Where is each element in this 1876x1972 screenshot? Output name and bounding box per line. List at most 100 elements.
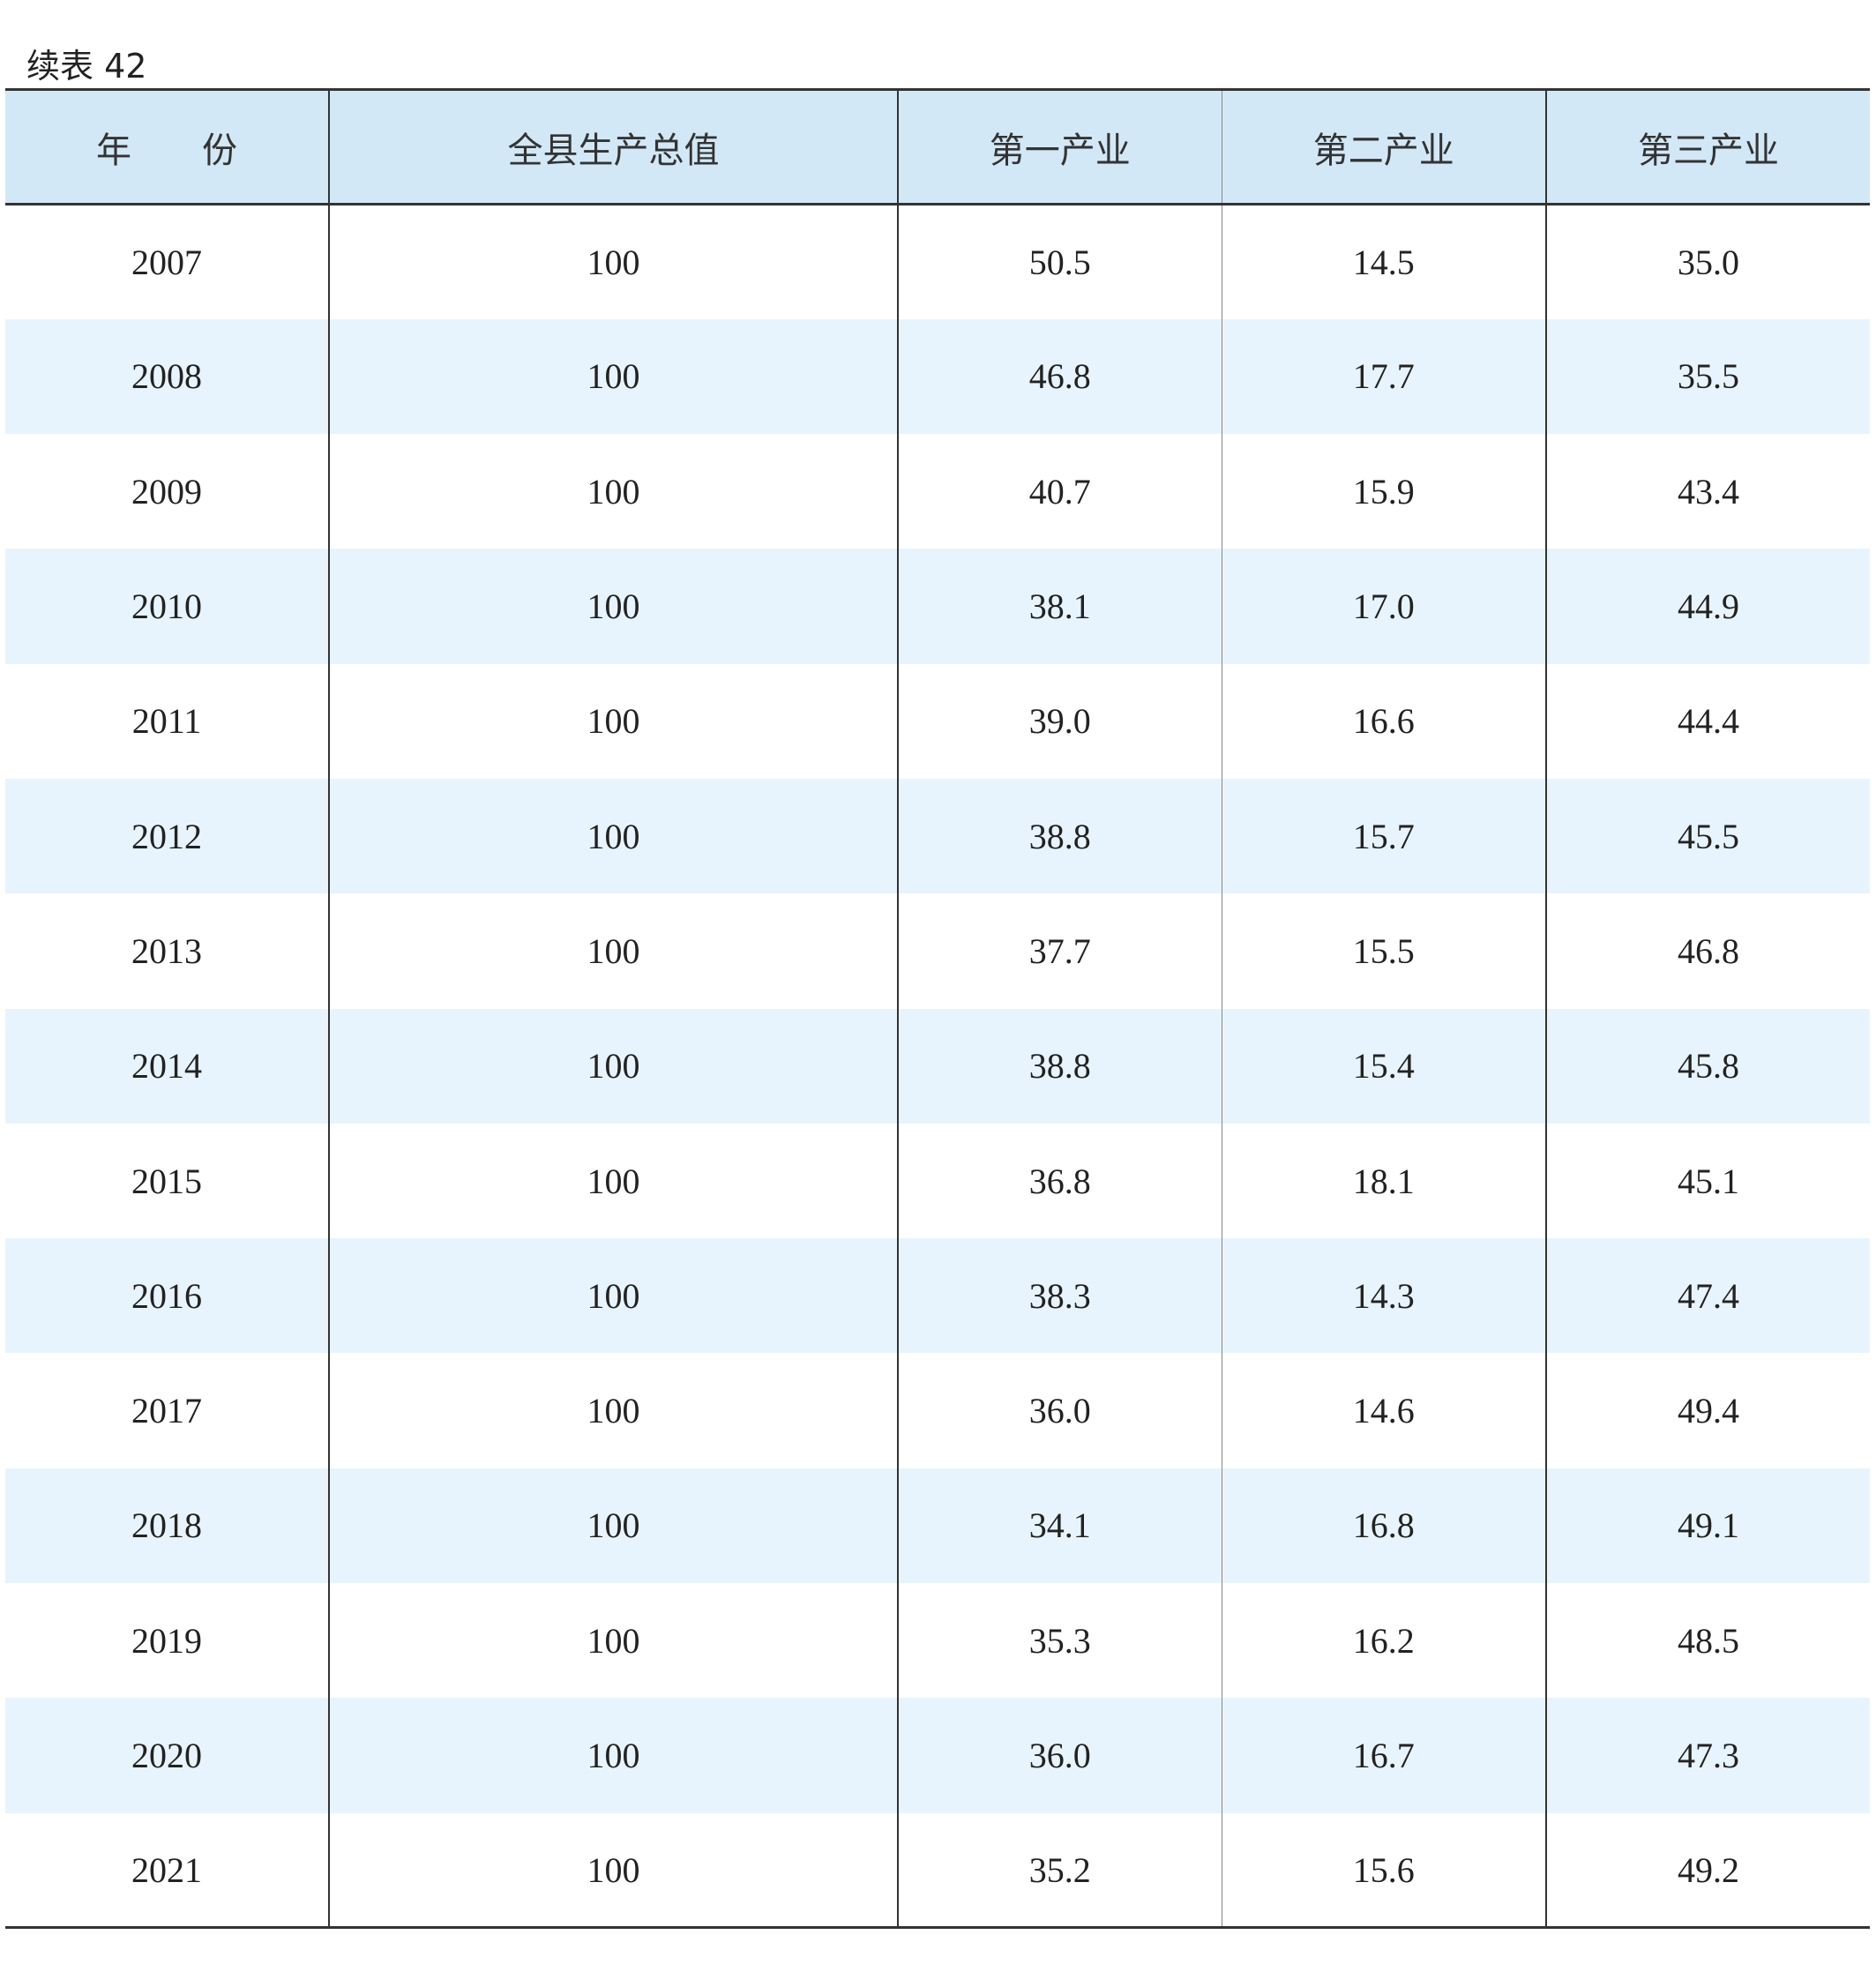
- table-cell: 14.6: [1221, 1353, 1546, 1468]
- table-row: 2020 100 36.0 16.7 47.3: [5, 1698, 1870, 1813]
- table-cell: 14.5: [1221, 204, 1546, 319]
- table-cell: 16.7: [1221, 1698, 1546, 1813]
- table-cell: 49.2: [1545, 1812, 1870, 1928]
- table-cell: 34.1: [897, 1468, 1222, 1584]
- table-cell: 38.8: [897, 1008, 1222, 1124]
- table-cell: 40.7: [897, 434, 1222, 549]
- data-table: 年 份全县生产总值 第一产业 第二产业 第三产业 2007 100 50.5 14.5 35.…: [5, 88, 1870, 1929]
- table-cell: 17.7: [1221, 318, 1546, 435]
- table-cell: 100: [328, 1353, 898, 1468]
- table-cell: 36.8: [897, 1123, 1222, 1239]
- table-cell: 100: [328, 893, 898, 1009]
- table-cell: 35.3: [897, 1583, 1222, 1699]
- table-cell: 100: [328, 1008, 898, 1124]
- table-cell: 17.0: [1221, 549, 1546, 664]
- table-cell: 38.8: [897, 778, 1222, 894]
- table-cell: 2012: [131, 816, 202, 856]
- table-cell: 100: [328, 434, 898, 549]
- table-cell: 2007: [131, 242, 202, 282]
- table-cell: 15.5: [1221, 893, 1546, 1009]
- table-row: 2009 100 40.7 15.9 43.4: [5, 434, 1870, 549]
- table-cell: 45.5: [1545, 778, 1870, 894]
- table-cell: 45.8: [1545, 1008, 1870, 1124]
- table-cell: 2017: [131, 1391, 202, 1431]
- table-row: 2007 100 50.5 14.5 35.0: [5, 204, 1870, 319]
- table-row: 2014 100 38.8 15.4 45.8: [5, 1008, 1870, 1124]
- table-cell: 15.4: [1221, 1008, 1546, 1124]
- table-cell: 2010: [131, 586, 202, 627]
- table-cell: 38.3: [897, 1238, 1222, 1354]
- table-cell: 100: [328, 1238, 898, 1354]
- table-cell: 44.9: [1545, 549, 1870, 664]
- table-row: 2021 100 35.2 15.6 49.2: [5, 1812, 1870, 1928]
- table-row: 2010 100 38.1 17.0 44.9: [5, 549, 1870, 664]
- table-row: 2008 100 46.8 17.7 35.5: [5, 318, 1870, 435]
- table-cell: 100: [328, 549, 898, 664]
- table-row: 2018 100 34.1 16.8 49.1: [5, 1468, 1870, 1584]
- table-cell: 48.5: [1545, 1583, 1870, 1699]
- table-cell: 2009: [131, 471, 202, 512]
- table-cell: 2008: [131, 356, 202, 397]
- table-row: 2016 100 38.3 14.3 47.4: [5, 1238, 1870, 1354]
- table-cell: 2021: [131, 1849, 202, 1890]
- table-cell: 35.0: [1545, 204, 1870, 319]
- table-cell: 47.4: [1545, 1238, 1870, 1354]
- table-cell: 100: [328, 1698, 898, 1813]
- table-cell: 46.8: [1545, 893, 1870, 1009]
- table-cell: 15.7: [1221, 778, 1546, 894]
- table-cell: 50.5: [897, 204, 1222, 319]
- table-cell: 15.9: [1221, 434, 1546, 549]
- table-cell: 38.1: [897, 549, 1222, 664]
- table-body: 2007 100 50.5 14.5 35.0 2008 100 46.8 17.7 35.5 20…: [5, 204, 1870, 1928]
- table-cell: 100: [328, 778, 898, 894]
- table-cell: 100: [328, 318, 898, 435]
- table-row: 2011 100 39.0 16.6 44.4: [5, 663, 1870, 779]
- table-row: 2017 100 36.0 14.6 49.4: [5, 1353, 1870, 1468]
- table-cell: 2013: [131, 930, 202, 971]
- column-header: 全县生产总值: [328, 89, 898, 205]
- table-cell: 100: [328, 1583, 898, 1699]
- table-cell: 2018: [131, 1505, 202, 1546]
- table-row: 2019 100 35.3 16.2 48.5: [5, 1583, 1870, 1699]
- table-cell: 36.0: [897, 1698, 1222, 1813]
- table-cell: 47.3: [1545, 1698, 1870, 1813]
- table-cell: 2015: [131, 1161, 202, 1201]
- table-cell: 16.2: [1221, 1583, 1546, 1699]
- table-row: 2015 100 36.8 18.1 45.1: [5, 1123, 1870, 1239]
- table-cell: 49.4: [1545, 1353, 1870, 1468]
- table-cell: 100: [328, 1123, 898, 1239]
- table-cell: 100: [328, 1812, 898, 1928]
- table-cell: 2020: [131, 1736, 202, 1775]
- table-row: 2013 100 37.7 15.5 46.8: [5, 893, 1870, 1009]
- table-cell: 35.2: [897, 1812, 1222, 1928]
- table-header: 年 份 全县生产总值 第一产业 第二产业 第三产业: [5, 89, 1870, 205]
- table-cell: 44.4: [1545, 663, 1870, 779]
- table-row: 2012 100 38.8 15.7 45.5: [5, 778, 1870, 894]
- table-cell: 49.1: [1545, 1468, 1870, 1584]
- table-cell: 35.5: [1545, 318, 1870, 435]
- table-cell: 46.8: [897, 318, 1222, 435]
- table-cell: 100: [328, 1468, 898, 1584]
- column-header: 第三产业: [1545, 89, 1870, 205]
- table-caption: 续表 42: [26, 47, 147, 86]
- table-cell: 37.7: [897, 893, 1222, 1009]
- table-cell: 39.0: [897, 663, 1222, 779]
- table-cell: 2011: [131, 701, 202, 742]
- table-cell: 100: [328, 663, 898, 779]
- table-cell: 2016: [131, 1275, 202, 1316]
- table-cell: 18.1: [1221, 1123, 1546, 1239]
- table-cell: 2014: [131, 1046, 202, 1087]
- table-cell: 15.6: [1221, 1812, 1546, 1928]
- column-header: 年 份: [96, 130, 237, 171]
- column-header: 第一产业: [897, 89, 1222, 205]
- table-cell: 14.3: [1221, 1238, 1546, 1354]
- table-cell: 2019: [131, 1620, 202, 1661]
- table-cell: 43.4: [1545, 434, 1870, 549]
- header-row: 年 份 全县生产总值 第一产业 第二产业 第三产业: [5, 89, 1870, 205]
- table-cell: 36.0: [897, 1353, 1222, 1468]
- table-cell: 16.8: [1221, 1468, 1546, 1584]
- table-cell: 100: [328, 204, 898, 319]
- column-header: 第二产业: [1221, 89, 1546, 205]
- table-cell: 45.1: [1545, 1123, 1870, 1239]
- table-cell: 16.6: [1221, 663, 1546, 779]
